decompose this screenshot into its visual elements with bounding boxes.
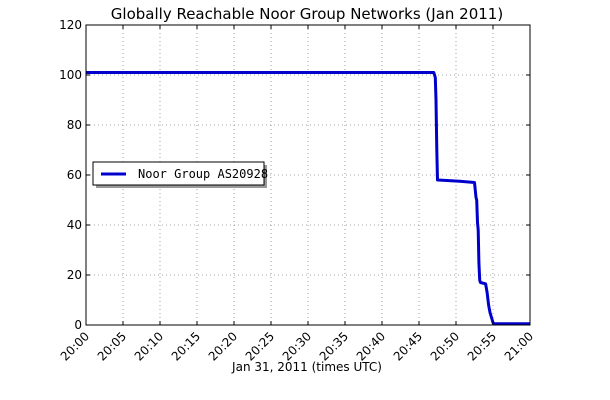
y-tick-label: 0 bbox=[74, 318, 82, 332]
y-tick-label: 60 bbox=[67, 168, 82, 182]
chart-title: Globally Reachable Noor Group Networks (… bbox=[111, 5, 503, 23]
x-axis-label: Jan 31, 2011 (times UTC) bbox=[231, 360, 382, 374]
x-tick-label: 20:45 bbox=[391, 329, 425, 363]
x-tick-label: 20:30 bbox=[280, 329, 314, 363]
y-tick-label: 120 bbox=[59, 18, 82, 32]
y-tick-label: 80 bbox=[67, 118, 82, 132]
x-tick-label: 21:00 bbox=[502, 329, 536, 363]
legend-label-noor-group: Noor Group AS20928 bbox=[138, 167, 268, 181]
series-layer bbox=[86, 71, 530, 326]
legend: Noor Group AS20928 bbox=[92, 161, 268, 188]
x-tick-label: 20:40 bbox=[354, 329, 388, 363]
x-tick-label: 20:50 bbox=[428, 329, 462, 363]
y-tick-label: 20 bbox=[67, 268, 82, 282]
ticks: 20:00 20:05 20:10 20:15 20:20 20:25 20:30 20:35… bbox=[58, 18, 536, 364]
x-tick-label: 20:15 bbox=[169, 329, 203, 363]
legend-box bbox=[92, 161, 265, 186]
x-tick-label: 20:20 bbox=[206, 329, 240, 363]
x-tick-label: 20:25 bbox=[243, 329, 277, 363]
x-tick-label: 20:00 bbox=[58, 329, 92, 363]
y-tick-label: 40 bbox=[67, 218, 82, 232]
x-tick-label: 20:55 bbox=[465, 329, 499, 363]
series-line-0 bbox=[86, 71, 530, 326]
x-tick-label: 20:10 bbox=[132, 329, 166, 363]
x-tick-label: 20:05 bbox=[95, 329, 129, 363]
y-tick-label: 100 bbox=[59, 68, 82, 82]
x-tick-label: 20:35 bbox=[317, 329, 351, 363]
